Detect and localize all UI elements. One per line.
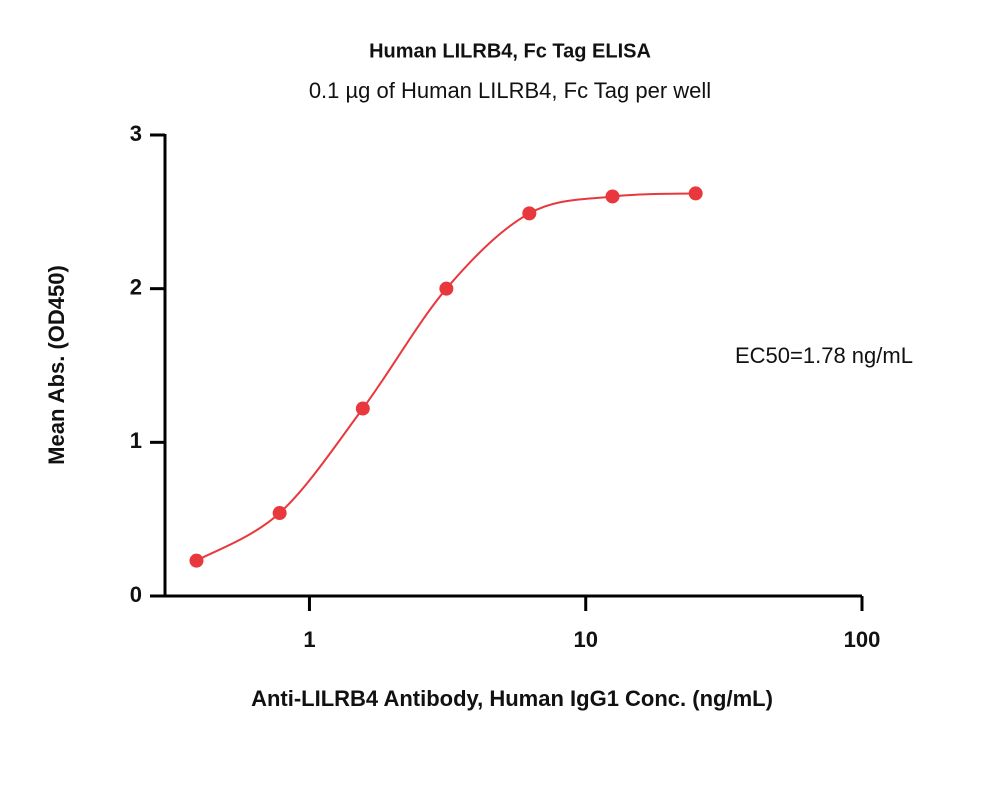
x-tick-label: 100 <box>844 627 881 652</box>
data-point <box>272 506 287 521</box>
y-tick-label: 3 <box>130 121 142 146</box>
annotation: EC50=1.78 ng/mL <box>735 343 913 368</box>
y-tick-label: 2 <box>130 274 142 299</box>
x-axis-label: Anti-LILRB4 Antibody, Human IgG1 Conc. (… <box>251 686 773 711</box>
x-tick-label: 10 <box>573 627 597 652</box>
data-point <box>522 206 537 221</box>
y-axis-label: Mean Abs. (OD450) <box>44 265 69 465</box>
y-tick-label: 0 <box>130 582 142 607</box>
chart-title: Human LILRB4, Fc Tag ELISA <box>369 40 651 62</box>
fit-curve <box>195 192 696 562</box>
data-point <box>189 553 204 568</box>
y-tick-label: 1 <box>130 428 142 453</box>
data-point <box>355 401 370 416</box>
chart-subtitle: 0.1 µg of Human LILRB4, Fc Tag per well <box>309 78 711 103</box>
x-tick-label: 1 <box>303 627 315 652</box>
data-point <box>688 186 703 201</box>
data-point <box>439 281 454 296</box>
data-point <box>605 189 620 204</box>
